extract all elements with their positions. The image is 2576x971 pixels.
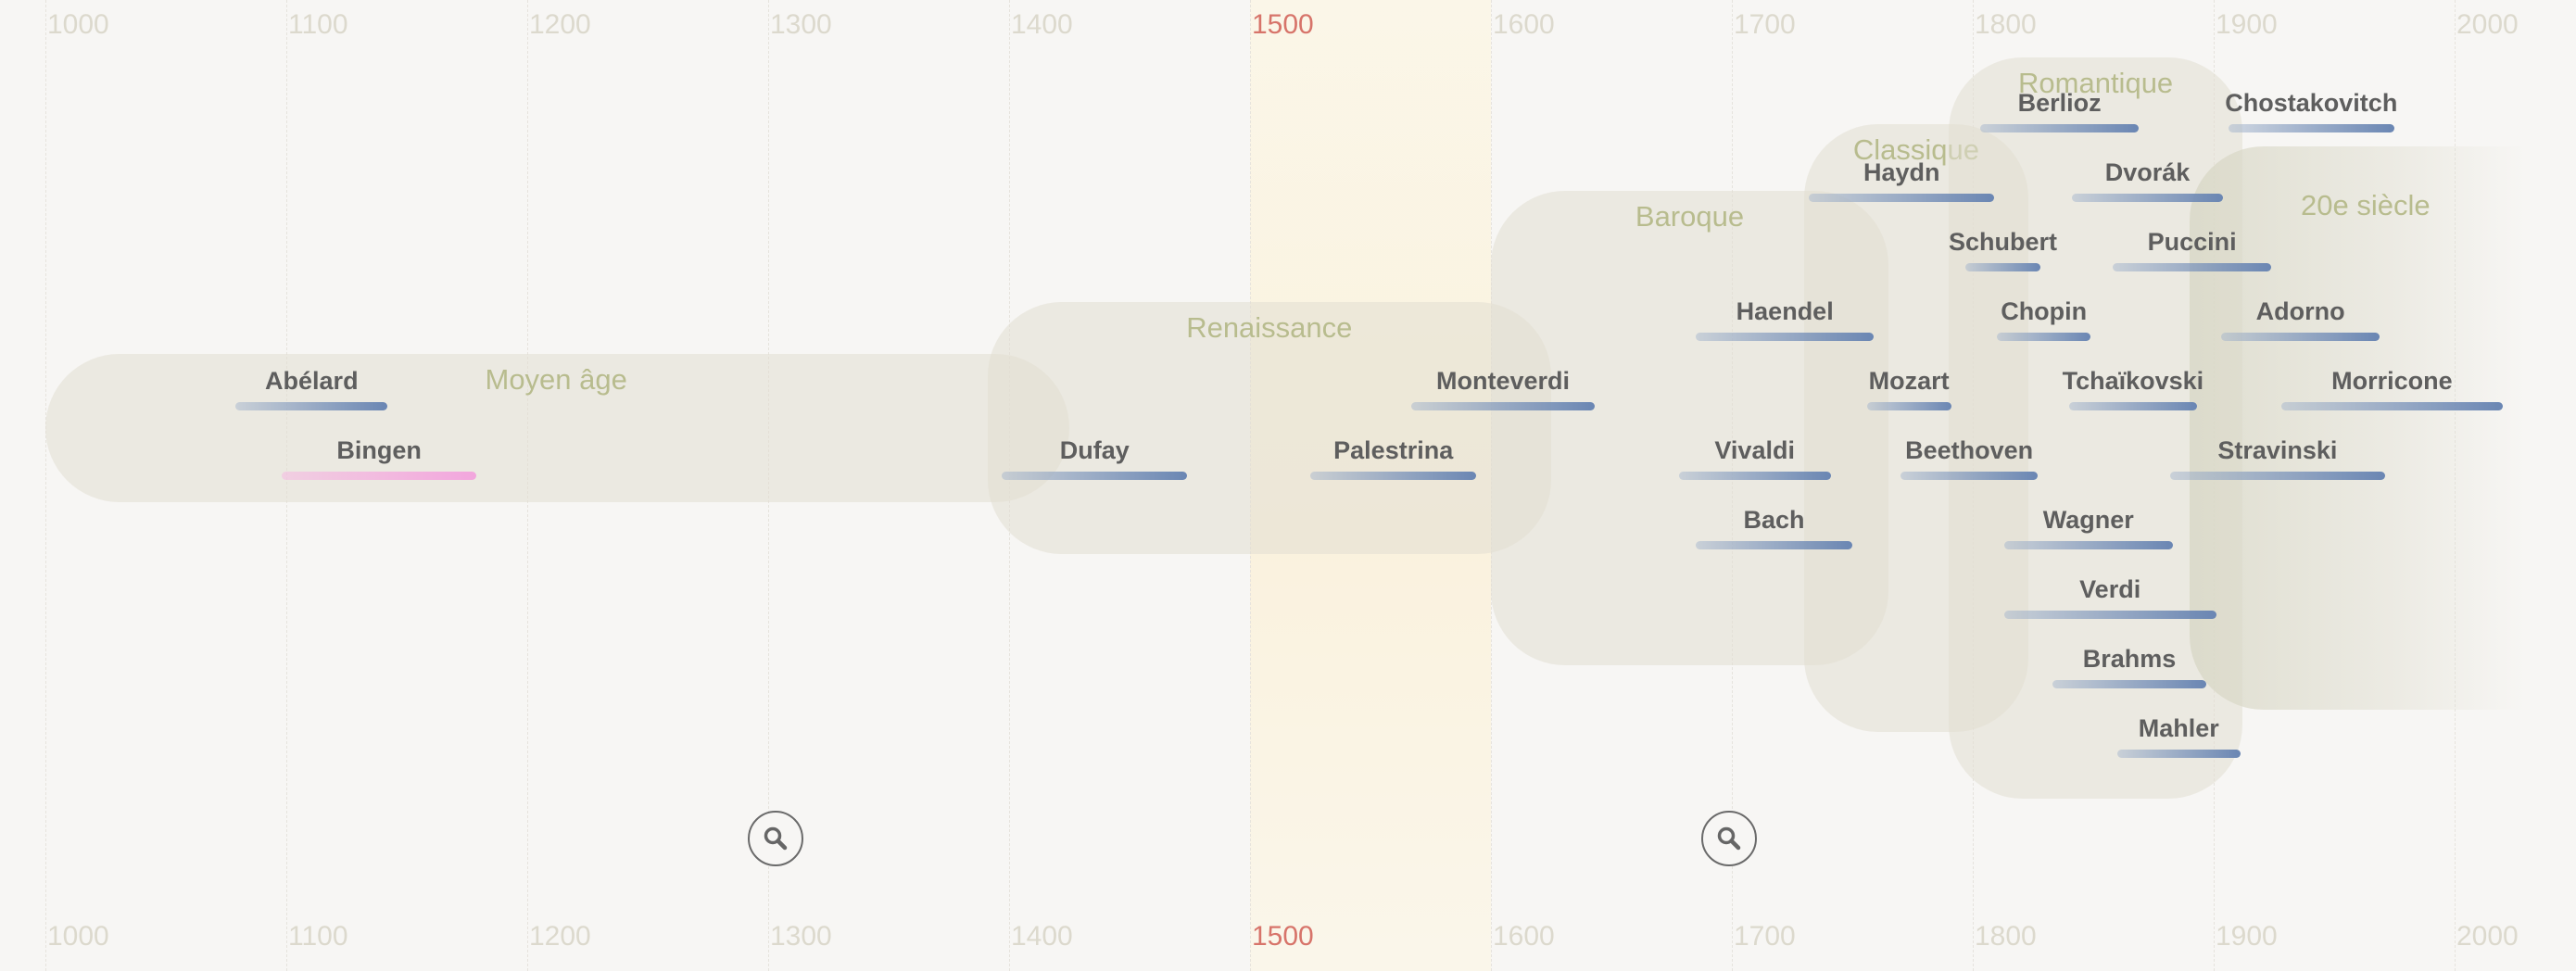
lifespan-bar-abelard[interactable] xyxy=(235,402,388,410)
composer-name-dufay[interactable]: Dufay xyxy=(1059,436,1130,464)
lifespan-bar-stravinski[interactable] xyxy=(2170,472,2385,480)
lifespan-bar-adorno[interactable] xyxy=(2220,333,2380,341)
period-label-romantique: Romantique xyxy=(2018,67,2174,99)
lifespan-bar-chostakovitch[interactable] xyxy=(2228,124,2394,132)
composer-name-palestrina[interactable]: Palestrina xyxy=(1333,436,1454,464)
composer-name-vivaldi[interactable]: Vivaldi xyxy=(1714,436,1795,464)
year-label-bottom-2000: 2000 xyxy=(2456,921,2519,952)
year-label-bottom-1700: 1700 xyxy=(1734,921,1796,952)
year-label-bottom-1800: 1800 xyxy=(1975,921,2037,952)
period-label-20e-siecle: 20e siècle xyxy=(2301,189,2431,221)
composer-name-bingen[interactable]: Bingen xyxy=(336,436,422,464)
search-icon xyxy=(1718,826,1741,851)
composer-name-adorno[interactable]: Adorno xyxy=(2255,297,2345,325)
lifespan-bar-wagner[interactable] xyxy=(2003,541,2173,549)
lifespan-bar-schubert[interactable] xyxy=(1965,263,2040,271)
zoom-button-2[interactable] xyxy=(1701,811,1758,866)
composer-name-monteverdi[interactable]: Monteverdi xyxy=(1435,367,1571,395)
lifespan-bar-brahms[interactable] xyxy=(2052,680,2207,688)
year-label-bottom-1100: 1100 xyxy=(288,921,348,952)
year-label-top-1700: 1700 xyxy=(1734,9,1796,40)
lifespan-bar-berlioz[interactable] xyxy=(1979,124,2140,132)
lifespan-bar-morricone[interactable] xyxy=(2280,402,2503,410)
lifespan-bar-bach[interactable] xyxy=(1696,541,1852,549)
lifespan-bar-haydn[interactable] xyxy=(1809,194,1995,202)
year-label-top-1300: 1300 xyxy=(770,9,832,40)
composer-name-chostakovitch[interactable]: Chostakovitch xyxy=(2225,89,2398,117)
composer-name-mahler[interactable]: Mahler xyxy=(2138,714,2219,742)
composer-name-morricone[interactable]: Morricone xyxy=(2331,367,2453,395)
year-label-bottom-1600: 1600 xyxy=(1493,921,1555,952)
lifespan-bar-tchaikovski[interactable] xyxy=(2069,402,2197,410)
year-label-top-1800: 1800 xyxy=(1975,9,2037,40)
lifespan-bar-bingen[interactable] xyxy=(281,472,477,480)
composer-name-beethoven[interactable]: Beethoven xyxy=(1905,436,2034,464)
year-label-top-1100: 1100 xyxy=(288,9,348,40)
year-label-bottom-1200: 1200 xyxy=(529,921,591,952)
composer-name-wagner[interactable]: Wagner xyxy=(2042,506,2134,534)
lifespan-bar-palestrina[interactable] xyxy=(1310,472,1477,480)
lifespan-bar-verdi[interactable] xyxy=(2003,611,2216,619)
year-label-bottom-1400: 1400 xyxy=(1011,921,1073,952)
composer-name-puccini[interactable]: Puccini xyxy=(2147,228,2237,256)
year-label-bottom-1300: 1300 xyxy=(770,921,832,952)
period-renaissance xyxy=(987,302,1551,554)
composer-name-verdi[interactable]: Verdi xyxy=(2079,575,2141,603)
year-label-top-1900: 1900 xyxy=(2216,9,2278,40)
composer-name-dvorak[interactable]: Dvorák xyxy=(2104,158,2191,186)
search-icon xyxy=(764,826,788,851)
lifespan-bar-vivaldi[interactable] xyxy=(1678,472,1831,480)
composer-name-haydn[interactable]: Haydn xyxy=(1863,158,1940,186)
composer-name-schubert[interactable]: Schubert xyxy=(1948,228,2058,256)
year-label-top-2000: 2000 xyxy=(2456,9,2519,40)
period-20e-siecle xyxy=(2190,146,2527,710)
lifespan-bar-monteverdi[interactable] xyxy=(1411,402,1595,410)
composer-name-tchaikovski[interactable]: Tchaïkovski xyxy=(2062,367,2204,395)
composer-name-haendel[interactable]: Haendel xyxy=(1736,297,1834,325)
lifespan-bar-mahler[interactable] xyxy=(2117,750,2241,758)
lifespan-bar-beethoven[interactable] xyxy=(1900,472,2039,480)
composer-name-mozart[interactable]: Mozart xyxy=(1868,367,1950,395)
year-label-top-1400: 1400 xyxy=(1011,9,1073,40)
year-label-top-1500: 1500 xyxy=(1252,9,1314,40)
year-label-bottom-1000: 1000 xyxy=(47,921,109,952)
year-label-top-1600: 1600 xyxy=(1493,9,1555,40)
period-label-moyen-age: Moyen âge xyxy=(485,363,627,396)
period-label-baroque: Baroque xyxy=(1635,200,1745,233)
lifespan-bar-dufay[interactable] xyxy=(1002,472,1188,480)
composer-name-brahms[interactable]: Brahms xyxy=(2082,645,2177,673)
year-label-bottom-1900: 1900 xyxy=(2216,921,2278,952)
lifespan-bar-mozart[interactable] xyxy=(1866,402,1951,410)
period-label-renaissance: Renaissance xyxy=(1186,311,1353,344)
composer-name-chopin[interactable]: Chopin xyxy=(2001,297,2088,325)
lifespan-bar-dvorak[interactable] xyxy=(2071,194,2224,202)
year-label-top-1000: 1000 xyxy=(47,9,109,40)
lifespan-bar-puccini[interactable] xyxy=(2112,263,2272,271)
lifespan-bar-chopin[interactable] xyxy=(1997,333,2091,341)
year-label-top-1200: 1200 xyxy=(529,9,591,40)
composer-name-berlioz[interactable]: Berlioz xyxy=(2017,89,2102,117)
composer-name-stravinski[interactable]: Stravinski xyxy=(2217,436,2338,464)
composer-name-bach[interactable]: Bach xyxy=(1743,506,1805,534)
lifespan-bar-haendel[interactable] xyxy=(1696,333,1875,341)
composer-name-abelard[interactable]: Abélard xyxy=(265,367,359,395)
period-moyen-age xyxy=(45,354,1069,502)
zoom-button-1[interactable] xyxy=(747,811,803,866)
gridline-1000 xyxy=(45,0,46,971)
year-label-bottom-1500: 1500 xyxy=(1252,921,1314,952)
